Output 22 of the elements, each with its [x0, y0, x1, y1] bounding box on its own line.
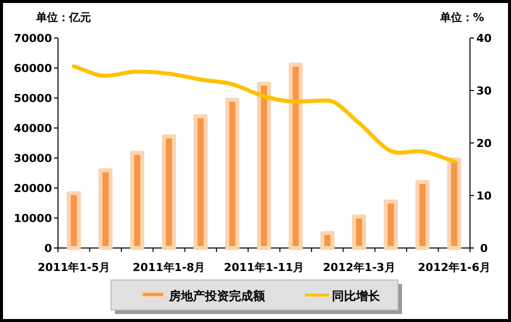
y2-tick-label: 0 [480, 242, 488, 255]
y2-tick-label: 20 [476, 137, 492, 150]
legend-label: 房地产投资完成额 [168, 289, 266, 303]
x-tick-label: 2012年1-3月 [322, 261, 396, 274]
y-tick-label: 40000 [14, 122, 52, 135]
y-tick-label: 10000 [14, 212, 52, 225]
y-tick-label: 30000 [14, 152, 52, 165]
x-tick-label: 2012年1-6月 [418, 261, 490, 274]
x-tick-label: 2011年1-11月 [224, 261, 304, 274]
x-tick-label: 2011年1-5月 [38, 261, 110, 274]
x-tick-label: 2011年1-8月 [132, 261, 206, 274]
y2-tick-label: 40 [476, 32, 492, 45]
y-tick-label: 60000 [14, 62, 52, 75]
y2-tick-label: 10 [476, 190, 492, 202]
y-tick-label: 0 [44, 242, 52, 255]
y-tick-label: 50000 [14, 92, 52, 105]
y2-axis-title: 单位：% [439, 11, 484, 24]
y-tick-label: 20000 [14, 182, 52, 195]
legend-label: 同比增长 [332, 289, 381, 303]
y-axis-title: 单位：亿元 [35, 11, 91, 24]
y-tick-label: 70000 [14, 32, 52, 45]
y2-tick-label: 30 [476, 84, 492, 98]
